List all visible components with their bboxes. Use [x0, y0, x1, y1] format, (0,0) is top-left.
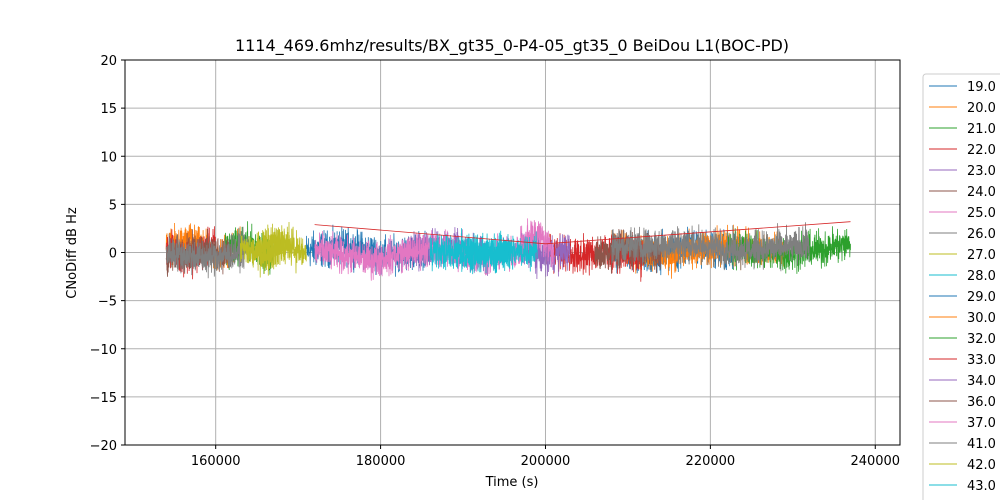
y-tick-label: 20: [100, 54, 117, 69]
legend-label: 23.0: [967, 164, 996, 179]
trend-line: [314, 224, 546, 245]
legend: 19.0 20.0 21.0 22.0 23.0 24.0 25.0 26.0 27.0 28.0…: [929, 80, 996, 494]
x-tick-label: 220000: [686, 454, 736, 469]
y-tick-label: −15: [90, 391, 117, 406]
legend-label: 34.0: [967, 374, 996, 389]
x-axis: 160000 180000 200000 220000 240000: [191, 445, 900, 469]
y-tick-label: −5: [98, 295, 117, 310]
x-tick-label: 200000: [521, 454, 571, 469]
legend-label: 36.0: [967, 395, 996, 410]
series-line-42.0: [240, 221, 291, 278]
legend-label: 24.0: [967, 185, 996, 200]
y-axis-label: CNoDiff dB Hz: [65, 207, 80, 299]
y-tick-label: 10: [100, 150, 117, 165]
legend-label: 32.0: [967, 332, 996, 347]
legend-label: 22.0: [967, 143, 996, 158]
legend-box: [922, 73, 1000, 500]
y-axis: −20 −15 −10 −5 0 5 10 15 20: [90, 54, 125, 454]
legend-label: 42.0: [967, 458, 996, 473]
legend-label: 27.0: [967, 248, 996, 263]
x-tick-label: 160000: [191, 454, 241, 469]
x-tick-label: 180000: [356, 454, 406, 469]
plot-lines: [165, 218, 851, 282]
legend-label: 43.0: [967, 479, 996, 494]
y-tick-label: −10: [90, 343, 117, 358]
legend-label: 20.0: [967, 101, 996, 116]
x-tick-label: 240000: [850, 454, 900, 469]
legend-label: 28.0: [967, 269, 996, 284]
y-tick-label: 0: [109, 247, 117, 262]
y-tick-label: −20: [90, 439, 117, 454]
y-tick-label: 5: [109, 198, 117, 213]
chart-title: 1114_469.6mhz/results/BX_gt35_0-P4-05_gt…: [235, 36, 789, 56]
trend-line: [545, 221, 851, 245]
legend-label: 30.0: [967, 311, 996, 326]
series-line-26.0: [165, 226, 250, 279]
series-line-41.0: [611, 222, 810, 272]
legend-label: 33.0: [967, 353, 996, 368]
legend-label: 29.0: [967, 290, 996, 305]
legend-label: 25.0: [967, 206, 996, 221]
legend-label: 19.0: [967, 80, 996, 95]
legend-label: 41.0: [967, 437, 996, 452]
y-tick-label: 15: [100, 102, 117, 117]
series-line-43.0: [454, 228, 538, 274]
legend-label: 21.0: [967, 122, 996, 137]
legend-label: 37.0: [967, 416, 996, 431]
x-axis-label: Time (s): [485, 475, 539, 490]
legend-label: 26.0: [967, 227, 996, 242]
